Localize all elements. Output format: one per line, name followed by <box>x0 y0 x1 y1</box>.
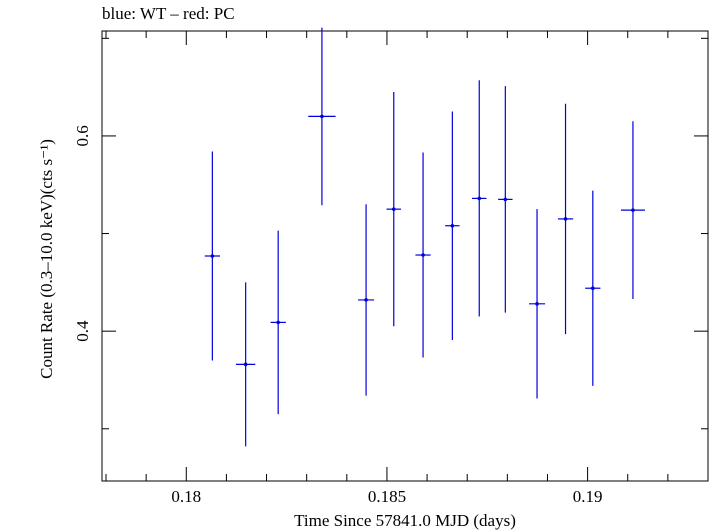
data-point <box>236 282 256 447</box>
x-tick-label: 0.19 <box>573 487 603 506</box>
data-point <box>557 103 574 335</box>
point-marker <box>276 320 280 325</box>
point-marker <box>563 217 568 221</box>
chart-title: blue: WT – red: PC <box>102 4 235 23</box>
point-marker <box>391 207 396 211</box>
y-axis-label: Count Rate (0.3–10.0 keV)(cts s⁻¹) <box>37 139 56 379</box>
point-marker <box>450 223 455 228</box>
point-marker <box>591 286 595 291</box>
point-marker <box>320 114 324 119</box>
data-point <box>498 86 513 313</box>
data-point <box>620 121 645 299</box>
y-tick-label: 0.6 <box>73 125 92 146</box>
data-point <box>308 27 336 206</box>
point-marker <box>421 253 425 257</box>
data-point <box>358 204 375 396</box>
data-points <box>204 27 645 447</box>
point-marker <box>535 302 539 306</box>
x-axis-label: Time Since 57841.0 MJD (days) <box>294 511 516 530</box>
axis-ticks <box>102 31 709 481</box>
data-point <box>472 80 487 317</box>
data-point <box>415 152 431 358</box>
data-point <box>270 230 286 415</box>
point-marker <box>364 298 368 302</box>
data-point <box>386 92 401 327</box>
point-marker <box>243 362 248 367</box>
data-point <box>204 151 220 361</box>
data-point <box>529 209 546 399</box>
y-tick-label: 0.4 <box>73 320 92 342</box>
x-tick-label: 0.185 <box>368 487 406 506</box>
axis-tick-labels: 0.18 0.185 0.19 0.4 0.6 <box>73 125 602 506</box>
point-marker <box>210 254 215 258</box>
plot-frame <box>101 30 709 482</box>
point-marker <box>503 197 508 202</box>
point-marker <box>477 196 482 201</box>
data-point <box>585 190 601 386</box>
data-point <box>445 111 460 340</box>
x-tick-label: 0.18 <box>171 487 201 506</box>
point-marker <box>631 208 635 212</box>
